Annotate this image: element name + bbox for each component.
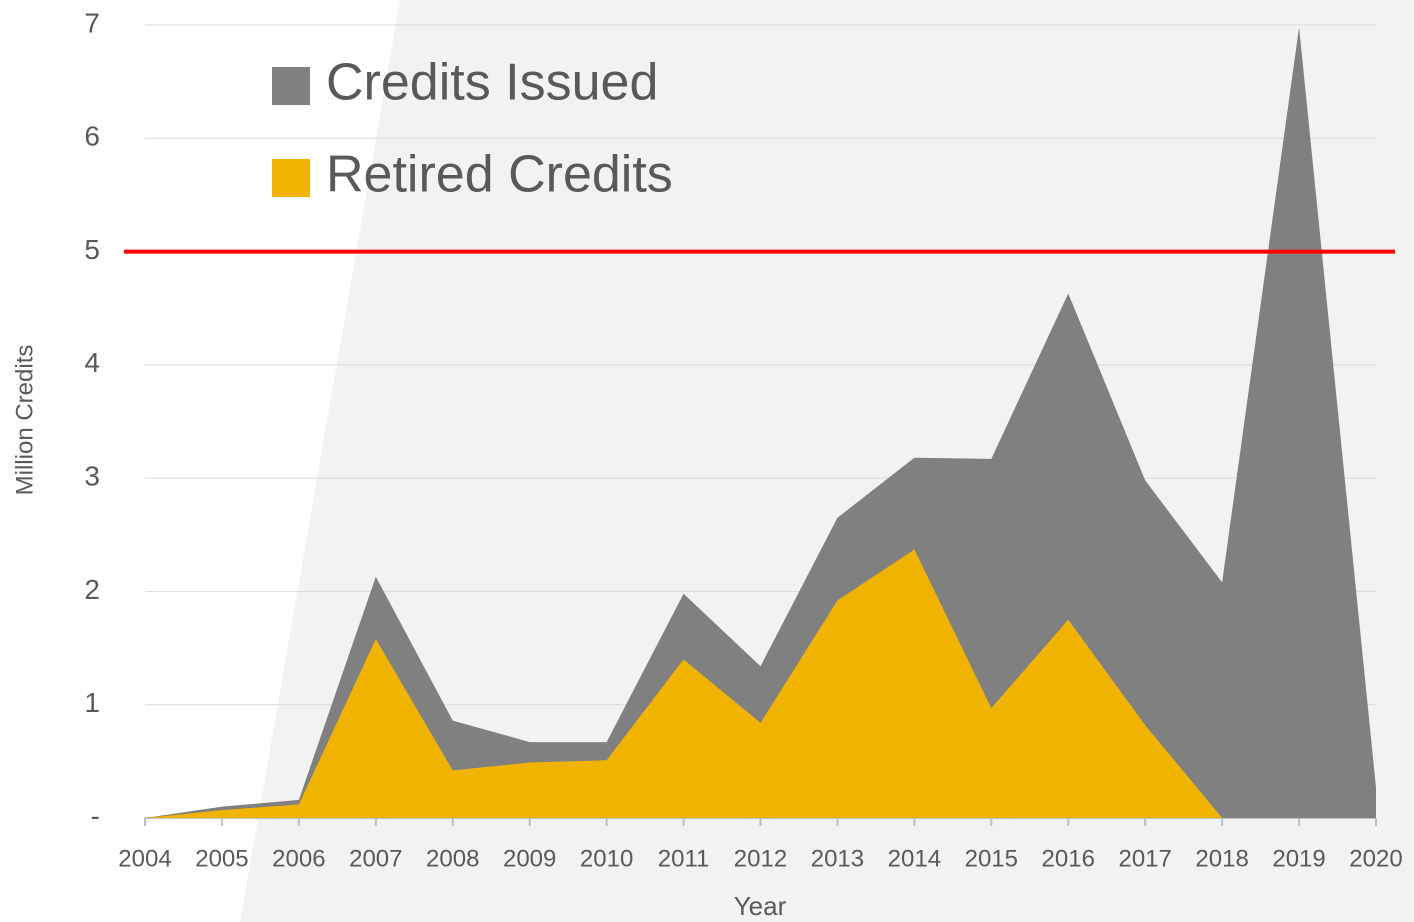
area	[145, 549, 1223, 818]
x-tick-label: 2015	[965, 845, 1018, 872]
x-tick-label: 2018	[1195, 845, 1248, 872]
y-tick-label: 7	[84, 7, 100, 38]
x-tick-label: 2005	[195, 845, 248, 872]
x-tick-label: 2004	[118, 845, 171, 872]
y-tick-label: 6	[84, 121, 100, 152]
y-tick-label: -	[91, 800, 100, 831]
x-tick-label: 2019	[1272, 845, 1325, 872]
x-tick-label: 2007	[349, 845, 402, 872]
x-tick-label: 2013	[811, 845, 864, 872]
x-tick-label: 2006	[272, 845, 325, 872]
legend-swatch	[272, 67, 310, 105]
x-tick-label: 2017	[1118, 845, 1171, 872]
x-axis-label: Year	[734, 891, 787, 921]
x-tick-label: 2016	[1042, 845, 1095, 872]
x-tick-label: 2012	[734, 845, 787, 872]
y-tick-label: 1	[84, 687, 100, 718]
y-tick-label: 4	[84, 347, 100, 378]
y-tick-label: 5	[84, 234, 100, 265]
x-tick-label: 2008	[426, 845, 479, 872]
y-axis-label: Million Credits	[11, 345, 38, 496]
x-tick-label: 2011	[658, 845, 710, 872]
y-tick-label: 3	[84, 461, 100, 492]
x-tick-label: 2014	[888, 845, 941, 872]
x-tick-label: 2010	[580, 845, 633, 872]
legend-label: Credits Issued	[326, 54, 658, 112]
x-tick-label: 2009	[503, 845, 556, 872]
y-tick-label: 2	[84, 574, 100, 605]
legend-swatch	[272, 159, 310, 197]
legend-label: Retired Credits	[326, 146, 673, 204]
x-tick-label: 2020	[1349, 845, 1402, 872]
